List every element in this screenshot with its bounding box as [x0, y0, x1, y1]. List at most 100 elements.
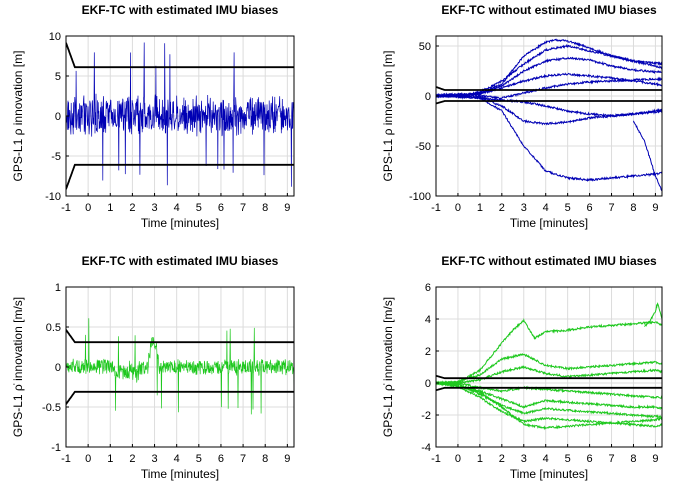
y-tick-label: 6 — [425, 282, 431, 294]
chart-title: EKF-TC with estimated IMU biases — [82, 3, 279, 17]
lower-bound-line — [66, 163, 294, 190]
x-tick-label: -1 — [61, 453, 71, 465]
upper-bound-line — [66, 329, 294, 344]
x-tick-label: 6 — [587, 202, 593, 214]
x-tick-label: 5 — [196, 453, 202, 465]
chart-panel-4: -1 0 1 2 3 4 5 6 7 8 9 -4 -2 0 2 4 6 EKF-TC without estim… — [381, 254, 663, 481]
x-tick-label: 1 — [477, 453, 483, 465]
y-tick-label: 5 — [55, 71, 61, 83]
y-tick-label: 0 — [425, 91, 431, 103]
y-tick-label: -0.5 — [42, 402, 61, 414]
lower-bound-line — [436, 100, 662, 105]
plot-area — [436, 36, 662, 196]
y-tick-label: 50 — [419, 41, 431, 53]
x-axis-label: Time [minutes] — [141, 467, 219, 481]
x-tick-label: 2 — [499, 453, 505, 465]
y-tick-label: 1 — [55, 282, 61, 294]
y-tick-label: 0 — [55, 111, 61, 123]
x-tick-label: 0 — [85, 202, 91, 214]
lower-bound-line — [436, 386, 662, 392]
upper-bound-line — [436, 374, 662, 380]
x-tick-label: 9 — [284, 453, 290, 465]
y-tick-label: -50 — [415, 141, 431, 153]
x-tick-label: -1 — [431, 202, 441, 214]
y-axis-label: GPS-L1 ρ̇ innovation [m/s] — [11, 297, 25, 437]
y-axis-label: GPS-L1 ρ̇ innovation [m/s] — [381, 297, 395, 437]
y-axis-label: GPS-L1 ρ innovation [m] — [381, 51, 395, 182]
x-tick-label: 3 — [151, 202, 157, 214]
series-group — [436, 38, 662, 192]
plot-area — [436, 287, 662, 447]
x-axis-label: Time [minutes] — [510, 216, 588, 230]
series-group — [66, 318, 294, 415]
lower-bound-line — [66, 390, 294, 405]
x-tick-label: 2 — [129, 202, 135, 214]
x-tick-label: 7 — [240, 453, 246, 465]
x-tick-label: 1 — [107, 453, 113, 465]
upper-bound-line — [66, 42, 294, 69]
series-line — [436, 381, 662, 428]
x-tick-label: 0 — [455, 453, 461, 465]
series-line — [436, 352, 662, 386]
x-tick-label: 3 — [521, 202, 527, 214]
series-line — [436, 380, 662, 431]
series-line — [436, 381, 662, 420]
x-tick-label: 3 — [151, 453, 157, 465]
y-tick-label: -10 — [45, 191, 61, 203]
x-tick-label: 5 — [565, 202, 571, 214]
x-tick-label: 7 — [608, 453, 614, 465]
y-tick-label: 4 — [425, 314, 431, 326]
x-tick-label: 2 — [129, 453, 135, 465]
x-tick-label: 6 — [218, 202, 224, 214]
series-group — [66, 42, 294, 190]
chart-panel-2: -1 0 1 2 3 4 5 6 7 8 9 -100 -50 0 50 EKF-TC without est… — [381, 3, 663, 230]
x-tick-label: 6 — [587, 453, 593, 465]
y-tick-label: 0 — [425, 378, 431, 390]
series-line — [644, 302, 662, 327]
y-tick-label: -1 — [51, 442, 61, 454]
series-group — [436, 302, 662, 431]
series-line — [436, 93, 662, 126]
chart-title: EKF-TC with estimated IMU biases — [82, 254, 279, 268]
x-tick-label: 5 — [196, 202, 202, 214]
axes-frame — [435, 35, 663, 197]
x-tick-label: 5 — [565, 453, 571, 465]
series-line — [436, 318, 662, 386]
x-tick-label: 4 — [174, 202, 180, 214]
y-tick-label: 10 — [49, 31, 61, 43]
y-tick-label: -4 — [421, 442, 431, 454]
chart-title: EKF-TC without estimated IMU biases — [441, 254, 657, 268]
series-line — [436, 76, 662, 100]
series-line — [633, 120, 662, 192]
series-line — [436, 56, 662, 99]
x-tick-label: 3 — [521, 453, 527, 465]
x-tick-label: 0 — [85, 453, 91, 465]
series-line — [66, 42, 294, 187]
series-line — [66, 318, 294, 415]
x-tick-label: 7 — [240, 202, 246, 214]
x-tick-label: 8 — [630, 453, 636, 465]
x-tick-label: 9 — [284, 202, 290, 214]
x-tick-label: 8 — [630, 202, 636, 214]
x-axis-label: Time [minutes] — [141, 216, 219, 230]
x-tick-label: 1 — [477, 202, 483, 214]
x-tick-label: 0 — [455, 202, 461, 214]
series-line — [436, 381, 662, 411]
x-tick-label: 4 — [174, 453, 180, 465]
chart-title: EKF-TC without estimated IMU biases — [441, 3, 657, 17]
series-line — [436, 380, 662, 400]
series-line — [436, 93, 662, 183]
axes-frame — [435, 286, 663, 448]
y-tick-label: -100 — [409, 191, 431, 203]
y-tick-label: 0.5 — [46, 322, 61, 334]
x-tick-label: 4 — [543, 453, 549, 465]
y-tick-label: -2 — [421, 410, 431, 422]
x-axis-label: Time [minutes] — [510, 467, 588, 481]
x-tick-label: 9 — [652, 453, 658, 465]
x-tick-label: 1 — [107, 202, 113, 214]
x-tick-label: 6 — [218, 453, 224, 465]
x-tick-label: 8 — [262, 453, 268, 465]
y-tick-label: 0 — [55, 362, 61, 374]
